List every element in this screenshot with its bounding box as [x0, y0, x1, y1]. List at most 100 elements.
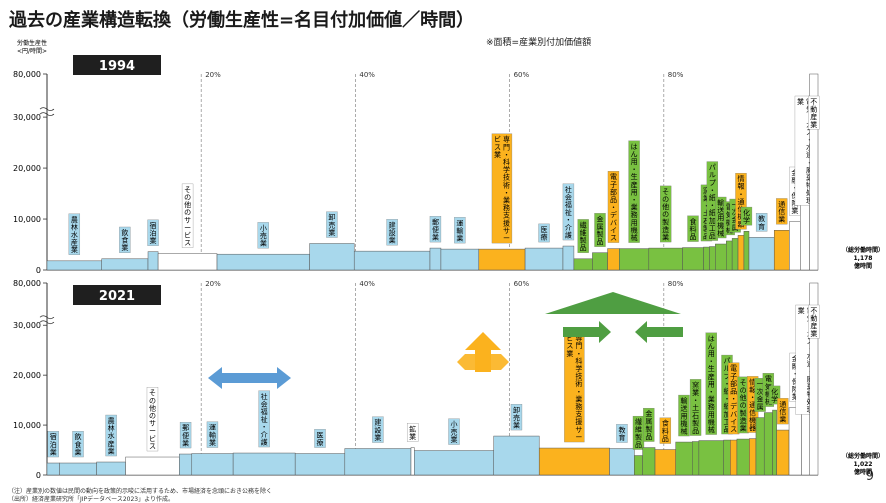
bar-1994-3	[147, 251, 159, 271]
industry-label: 教育	[758, 214, 765, 231]
industry-label: 飲食業	[121, 228, 128, 252]
industry-label: 専門・科学技術・業務支援サービス業	[566, 334, 582, 442]
bar-1994-16	[619, 248, 650, 271]
industry-label-bg	[643, 407, 655, 442]
industry-label: 教育	[618, 425, 625, 442]
industry-label: 専門・科学技術・業務支援サービス業	[494, 135, 510, 243]
industry-label-bg	[179, 422, 192, 449]
industry-label-bg	[755, 213, 768, 232]
industry-label-bg	[146, 387, 159, 452]
industry-label: 運輸業	[209, 423, 216, 447]
chart-panel-1994: 労働生産性<円/時間> 1994 0 10,000 20,000 30,000 80,000…	[13, 39, 884, 275]
bar-2021-24	[749, 438, 757, 476]
industry-label: 建設業	[389, 220, 396, 244]
industry-label-bg	[777, 398, 789, 425]
industry-label-bg	[705, 332, 717, 435]
industry-label: 農林水産業	[108, 416, 115, 455]
bar-1994-25	[743, 231, 750, 271]
bar-2021-19	[692, 441, 700, 476]
y-tick-label: 80,000	[13, 279, 41, 288]
bar-1994-1	[46, 260, 102, 271]
bar-2021-28	[776, 429, 790, 476]
industry-label-bg	[406, 423, 419, 442]
x-tick-label: 20%	[205, 71, 221, 79]
industry-label: 通信業	[779, 399, 786, 423]
industry-label: はん用・生産用・業務用機械	[708, 335, 715, 434]
x-tick-label: 20%	[205, 280, 221, 288]
bar-1994-2	[101, 258, 149, 271]
industry-label: 郵便業	[182, 423, 189, 447]
industry-label: 医療	[541, 226, 548, 242]
footnote-source: （出所）経済産業研究所「JIPデータベース2023」より作成。	[8, 496, 175, 503]
industry-label-bg	[448, 418, 460, 445]
bar-2021-29	[788, 407, 802, 476]
bar-2021-1	[46, 462, 60, 476]
bar-1994-30	[809, 73, 819, 271]
industry-label-bg	[72, 431, 84, 458]
year-label: 1994	[99, 59, 135, 74]
bar-2021-3	[96, 461, 126, 476]
industry-label-bg	[628, 140, 640, 243]
industry-label: 電子部品・デバイス	[730, 365, 737, 434]
industry-label-bg	[808, 304, 820, 339]
y-axis-label: 労働生産性<円/時間>	[17, 39, 47, 55]
x-tick-label: 40%	[359, 280, 375, 288]
bar-1994-4	[157, 253, 218, 271]
bar-2021-2	[59, 462, 97, 476]
industry-label: 社会福祉・介護	[565, 185, 572, 240]
industry-label-bg	[740, 206, 753, 226]
bar-2021-4	[125, 456, 180, 476]
bar-1994-21	[715, 243, 727, 271]
bar-1994-29	[800, 195, 810, 271]
bar-1994-18	[682, 247, 704, 271]
x-tick-label: 60%	[514, 71, 530, 79]
industry-label: 小売業	[260, 223, 267, 247]
industry-label-bg	[577, 219, 589, 253]
bar-2021-16	[642, 447, 656, 476]
bar-2021-13	[538, 447, 610, 476]
bar-2021-20	[698, 440, 724, 476]
x-tick-label: 80%	[668, 280, 684, 288]
bar-1994-6	[309, 243, 355, 271]
year-label: 2021	[99, 289, 135, 304]
bar-2021-8	[294, 453, 346, 476]
industry-label-bg	[386, 219, 398, 246]
industry-label: 飲食業	[75, 432, 82, 456]
industry-label: 不動産業	[810, 98, 817, 129]
industry-label: 電気機械	[726, 204, 733, 235]
bar-2021-7	[232, 452, 296, 476]
industry-label: その他のサービス	[149, 389, 156, 450]
industry-label: 化学	[771, 387, 778, 404]
industry-label: 宿泊業	[150, 221, 157, 245]
y-tick-label: 10,000	[13, 421, 41, 430]
bar-2021-26	[763, 412, 773, 476]
industry-label-bg	[687, 215, 699, 242]
industry-label-bg	[47, 431, 59, 458]
industry-label: 金属製品	[645, 409, 652, 441]
industry-label-bg	[258, 390, 270, 448]
industry-label: 運輸業	[456, 218, 463, 242]
bar-1994-15	[607, 248, 620, 271]
bar-2021-27	[772, 409, 777, 476]
industry-label-bg	[562, 183, 575, 241]
industry-label: 医療	[316, 431, 323, 447]
bar-1994-24	[737, 235, 745, 271]
industry-label: 電子部品・デバイス	[610, 173, 617, 242]
industry-label: はん用・生産用・業務用機械	[631, 143, 638, 242]
industry-label: 一次金属	[732, 201, 739, 232]
bar-2021-23	[736, 438, 750, 476]
bar-1994-20	[709, 246, 716, 271]
y-tick-label: 10,000	[13, 215, 41, 224]
industry-label-bg	[119, 226, 131, 253]
industry-label: 一次金属	[757, 380, 764, 411]
bar-2021-25	[755, 417, 765, 476]
industry-label: 金融・保険業	[792, 354, 799, 401]
bar-2021-6	[191, 453, 234, 476]
bar-1994-5	[216, 253, 310, 271]
industry-label-bg	[538, 223, 550, 243]
industry-label: 繊維製品	[635, 417, 642, 449]
industry-label-bg	[510, 404, 523, 431]
industry-label: その他の製造業	[740, 379, 747, 433]
industry-label-bg	[454, 217, 466, 244]
